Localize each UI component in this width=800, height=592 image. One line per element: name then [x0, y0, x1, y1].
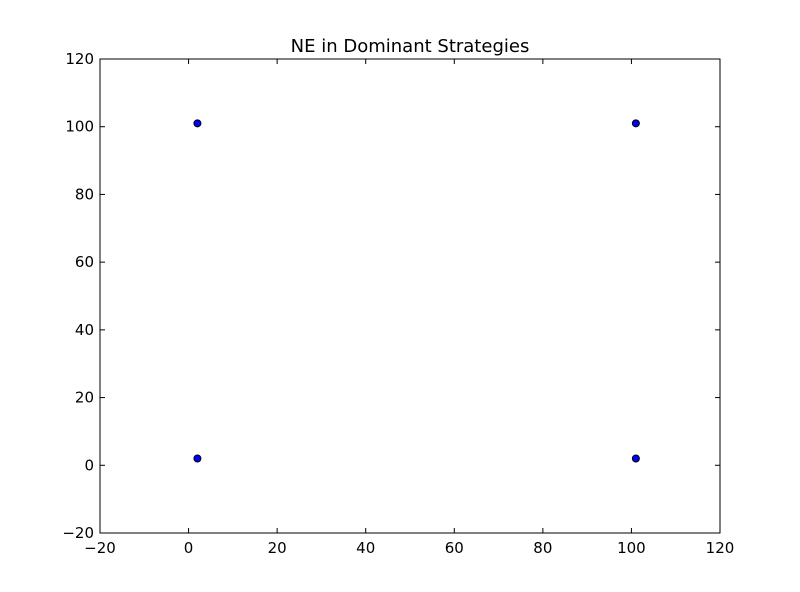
y-tick-label: 0: [84, 456, 94, 474]
x-tick-labels: −20 0 20 40 60 80 100 120: [84, 539, 734, 557]
y-tick-labels: −20 0 20 40 60 80 100 120: [62, 50, 94, 542]
x-tick-label: 100: [617, 539, 646, 557]
y-tick-label: 100: [65, 118, 94, 136]
data-point: [193, 119, 202, 128]
data-point: [631, 119, 640, 128]
x-tick-label: 120: [706, 539, 735, 557]
data-point: [631, 454, 640, 463]
data-point: [193, 454, 202, 463]
y-tick-label: 60: [75, 253, 94, 271]
y-tick-label: 20: [75, 389, 94, 407]
x-tick-label: 20: [268, 539, 287, 557]
x-tick-label: −20: [84, 539, 116, 557]
x-tick-label: 0: [184, 539, 194, 557]
y-tick-label: 120: [65, 50, 94, 68]
x-tick-label: 60: [445, 539, 464, 557]
y-tick-label: 40: [75, 321, 94, 339]
x-tick-label: 40: [356, 539, 375, 557]
plot-area: [99, 58, 721, 534]
x-tick-label: 80: [533, 539, 552, 557]
axis-ticks: [99, 58, 721, 534]
chart-title: NE in Dominant Strategies: [291, 36, 530, 57]
y-tick-label: 80: [75, 185, 94, 203]
data-points: [193, 119, 640, 463]
y-tick-label: −20: [62, 524, 94, 542]
